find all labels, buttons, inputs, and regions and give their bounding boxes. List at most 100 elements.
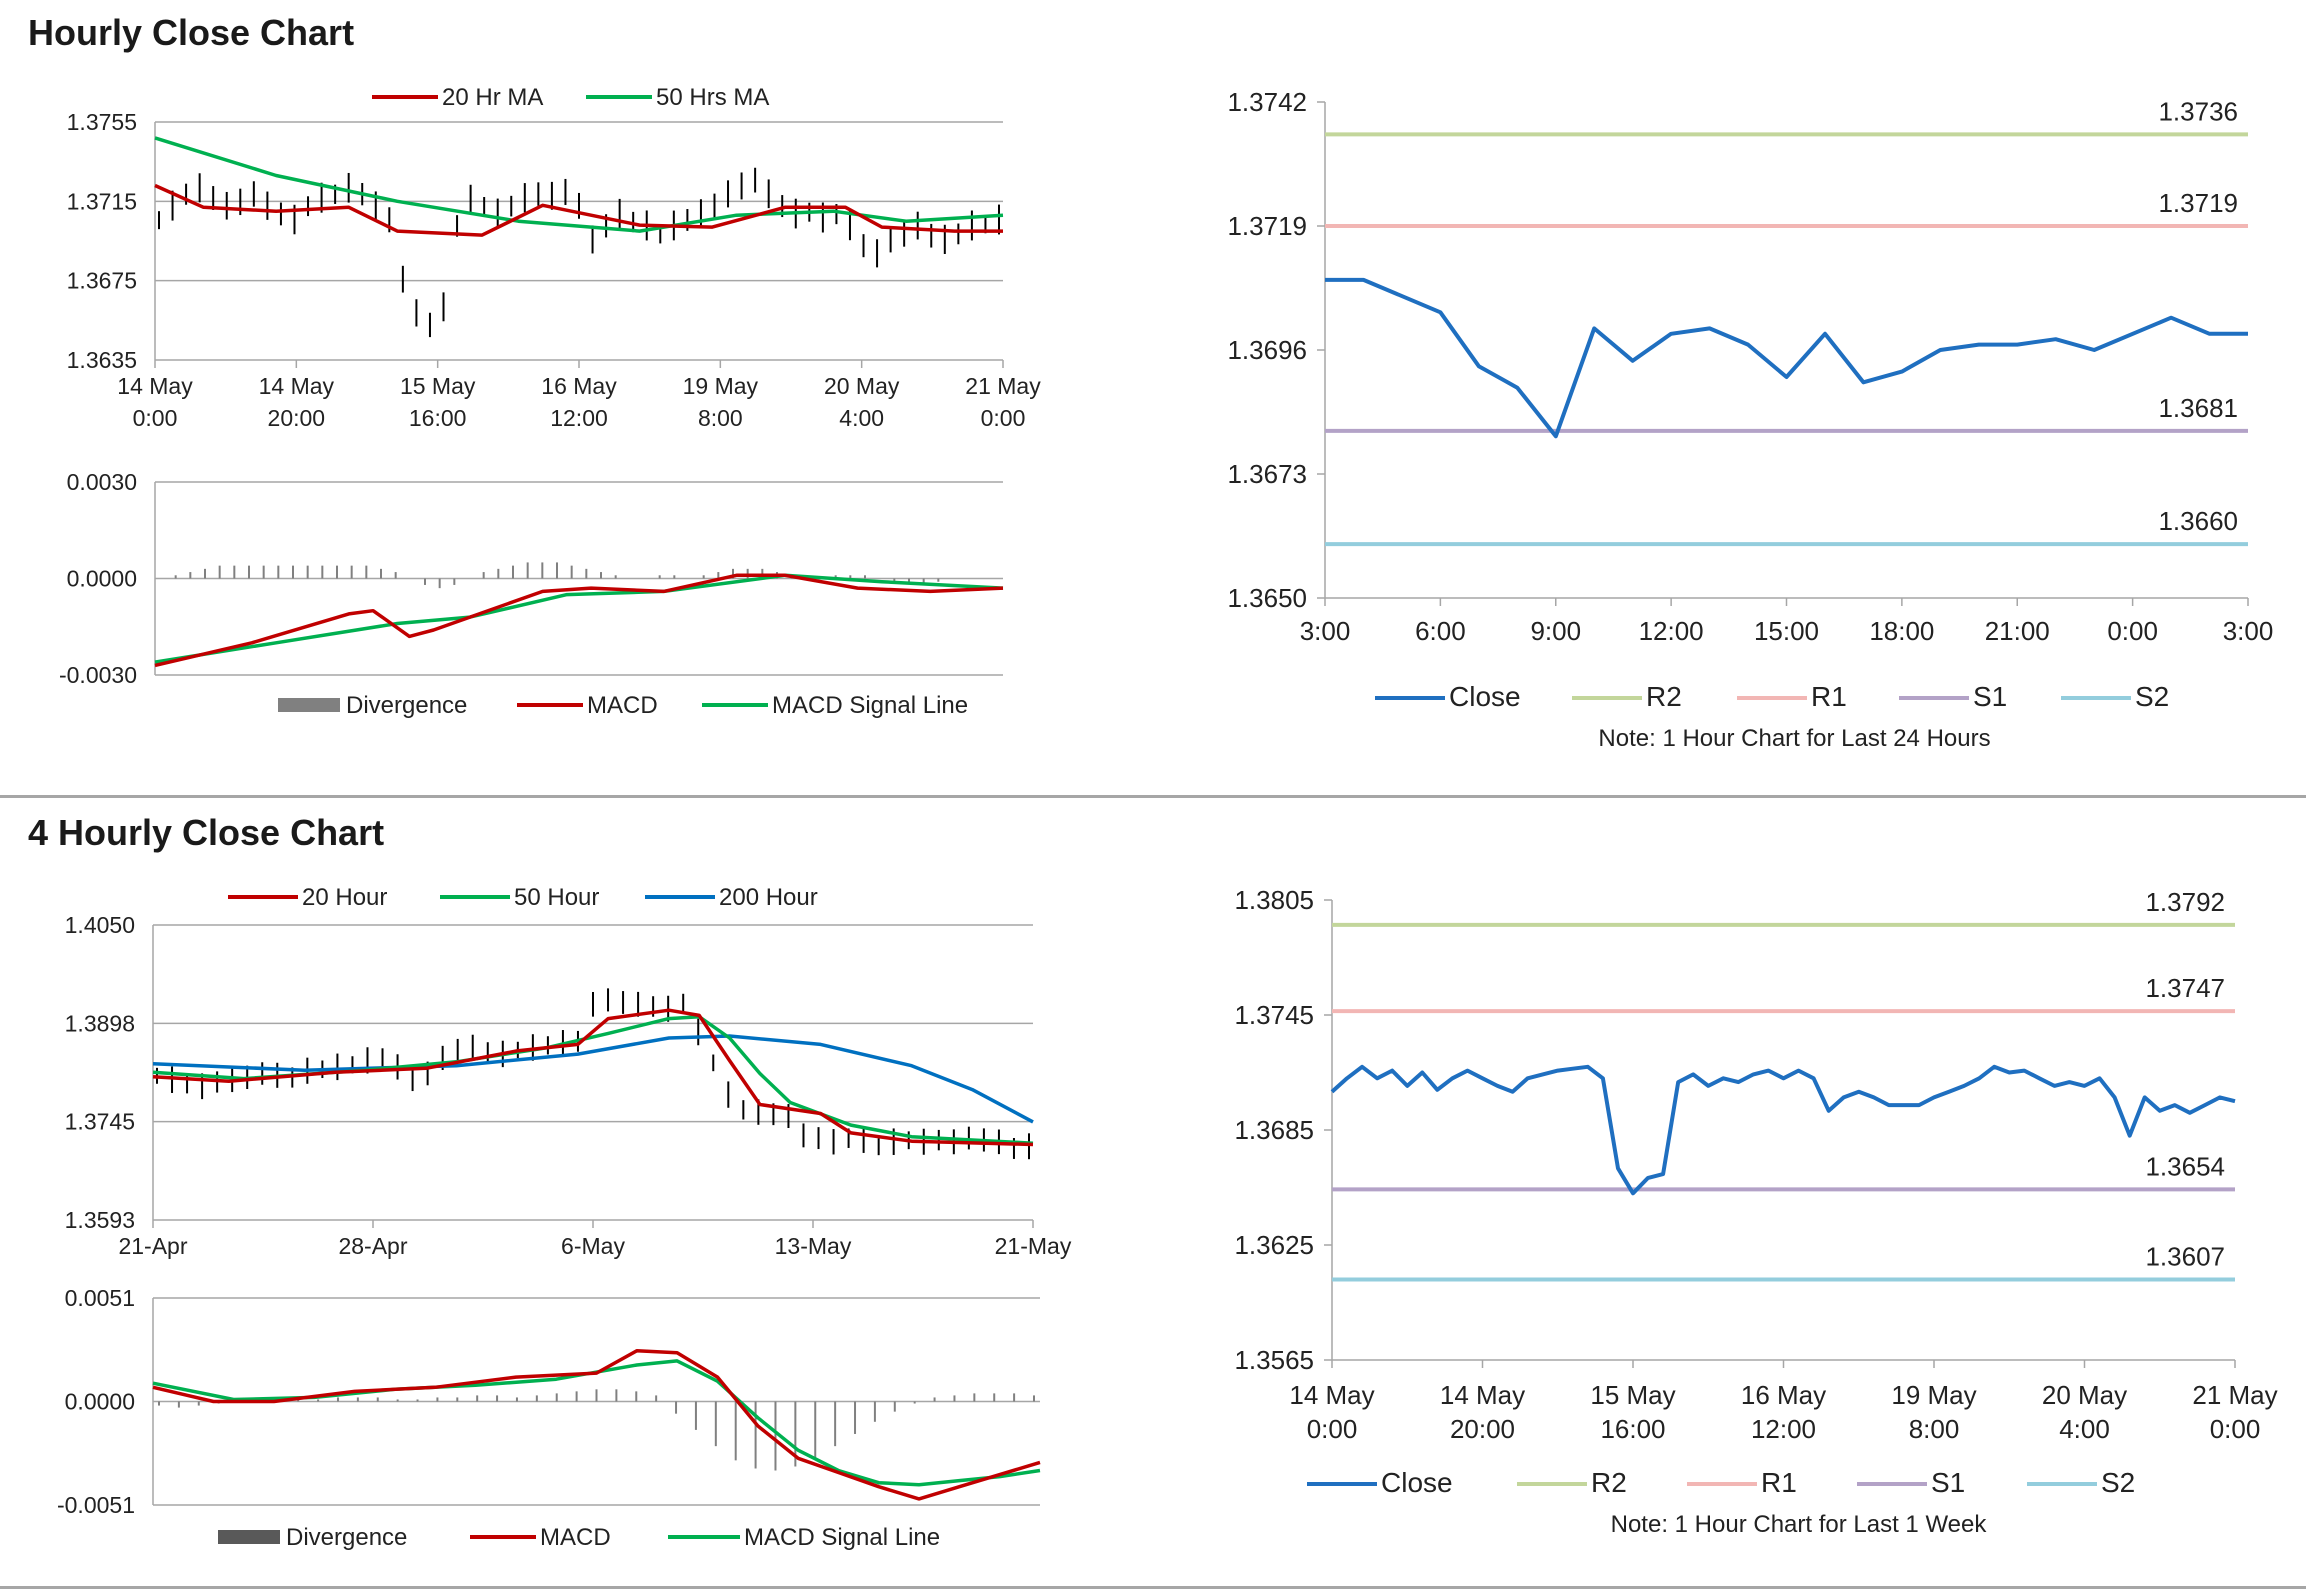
bottom-divider [0,1586,2306,1589]
x-tick-label: 21 May [965,373,1041,399]
x-tick-label: 21-Apr [118,1233,187,1259]
legend-divergence-swatch [218,1530,280,1544]
legend-s2-label: S2 [2135,681,2169,712]
y-tick-label: 1.3685 [1234,1115,1314,1145]
x-tick-label: 0:00 [2107,616,2158,646]
legend-divergence-label: Divergence [346,692,467,719]
x-tick-label: 12:00 [550,405,608,431]
macd-signal-line [152,1359,1041,1487]
legend-r2-label: R2 [1646,681,1682,712]
x-tick-label: 19 May [1891,1380,1976,1410]
x-tick-label: 8:00 [1909,1414,1960,1444]
section-title-4-hourly: 4 Hourly Close Chart [28,812,385,853]
x-tick-label: 20 May [824,373,900,399]
x-tick-label: 15 May [1590,1380,1675,1410]
x-tick-label: 0:00 [2210,1414,2261,1444]
x-tick-label: 20:00 [268,405,326,431]
legend-macd-signal-label: MACD Signal Line [744,1524,940,1551]
x-tick-label: 0:00 [1307,1414,1358,1444]
section-title-hourly: Hourly Close Chart [28,12,355,53]
chart-note: Note: 1 Hour Chart for Last 24 Hours [1598,725,1990,752]
y-tick-label: 1.3696 [1227,335,1307,365]
y-tick-label: 1.3742 [1227,87,1307,117]
legend-close-label: Close [1381,1467,1453,1498]
x-tick-label: 16:00 [1600,1414,1665,1444]
x-tick-label: 6:00 [1415,616,1466,646]
x-tick-label: 3:00 [2223,616,2274,646]
macd-signal-line [154,573,1004,664]
x-tick-label: 16:00 [409,405,467,431]
y-tick-label: 1.3625 [1234,1230,1314,1260]
level-label-r1: 1.3747 [2145,973,2225,1003]
x-tick-label: 21:00 [1985,616,2050,646]
x-tick-label: 18:00 [1869,616,1934,646]
y-tick-label: -0.0030 [59,662,137,688]
macd-line [154,573,1004,668]
x-tick-label: 14 May [1289,1380,1374,1410]
legend-macd-signal-label: MACD Signal Line [772,692,968,719]
x-tick-label: 28-Apr [338,1233,407,1259]
legend-200-hour-label: 200 Hour [719,884,818,911]
y-tick-label: 1.3898 [65,1010,135,1036]
y-tick-label: 1.3745 [1234,1000,1314,1030]
legend-divergence-label: Divergence [286,1524,407,1551]
legend-close-label: Close [1449,681,1521,712]
x-tick-label: 21 May [2192,1380,2277,1410]
x-tick-label: 8:00 [698,405,743,431]
x-tick-label: 13-May [775,1233,852,1259]
y-tick-label: 0.0000 [67,566,137,592]
y-tick-label: 1.3635 [67,347,137,373]
ma20-line [154,183,1003,237]
x-tick-label: 6-May [561,1233,625,1259]
chart-note: Note: 1 Hour Chart for Last 1 Week [1611,1511,1988,1538]
x-tick-label: 16 May [1741,1380,1826,1410]
level-label-s1: 1.3681 [2158,393,2238,423]
y-tick-label: 1.3805 [1234,885,1314,915]
x-tick-label: 4:00 [2059,1414,2110,1444]
y-tick-label: 1.3675 [67,268,137,294]
x-tick-label: 9:00 [1530,616,1581,646]
ma20-line [152,1008,1034,1147]
y-tick-label: 1.3755 [67,109,137,135]
y-tick-label: 0.0030 [67,469,137,495]
x-tick-label: 15:00 [1754,616,1819,646]
x-tick-label: 15 May [400,373,476,399]
level-label-r2: 1.3736 [2158,96,2238,126]
legend-s1-label: S1 [1931,1467,1965,1498]
ma50-line [152,1014,1034,1145]
level-label-s1: 1.3654 [2145,1151,2225,1181]
x-tick-label: 20 May [2042,1380,2127,1410]
x-tick-label: 16 May [541,373,617,399]
y-tick-label: 1.3593 [65,1207,135,1233]
legend-50-hrs-ma-label: 50 Hrs MA [656,84,769,111]
x-tick-label: 4:00 [839,405,884,431]
macd-line [152,1349,1041,1501]
ma50-line [154,136,1004,233]
x-tick-label: 19 May [683,373,759,399]
level-label-r2: 1.3792 [2145,887,2225,917]
x-tick-label: 14 May [117,373,193,399]
y-tick-label: 1.3650 [1227,583,1307,613]
y-tick-label: 1.3719 [1227,211,1307,241]
x-tick-label: 20:00 [1450,1414,1515,1444]
y-tick-label: 1.3715 [67,188,137,214]
legend-r1-label: R1 [1761,1467,1797,1498]
y-tick-label: 1.3565 [1234,1345,1314,1375]
y-tick-label: 1.4050 [65,912,135,938]
level-label-s2: 1.3660 [2158,506,2238,536]
y-tick-label: 1.3673 [1227,459,1307,489]
level-label-r1: 1.3719 [2158,188,2238,218]
legend-s2-label: S2 [2101,1467,2135,1498]
legend-r2-label: R2 [1591,1467,1627,1498]
y-tick-label: 0.0000 [65,1389,135,1415]
x-tick-label: 21-May [995,1233,1072,1259]
legend-20-hour-label: 20 Hour [302,884,387,911]
y-tick-label: -0.0051 [57,1492,135,1518]
section-divider [0,795,2306,798]
level-label-s2: 1.3607 [2145,1242,2225,1272]
legend-macd-label: MACD [540,1524,611,1551]
x-tick-label: 3:00 [1300,616,1351,646]
legend-s1-label: S1 [1973,681,2007,712]
x-tick-label: 0:00 [981,405,1026,431]
legend-macd-label: MACD [587,692,658,719]
